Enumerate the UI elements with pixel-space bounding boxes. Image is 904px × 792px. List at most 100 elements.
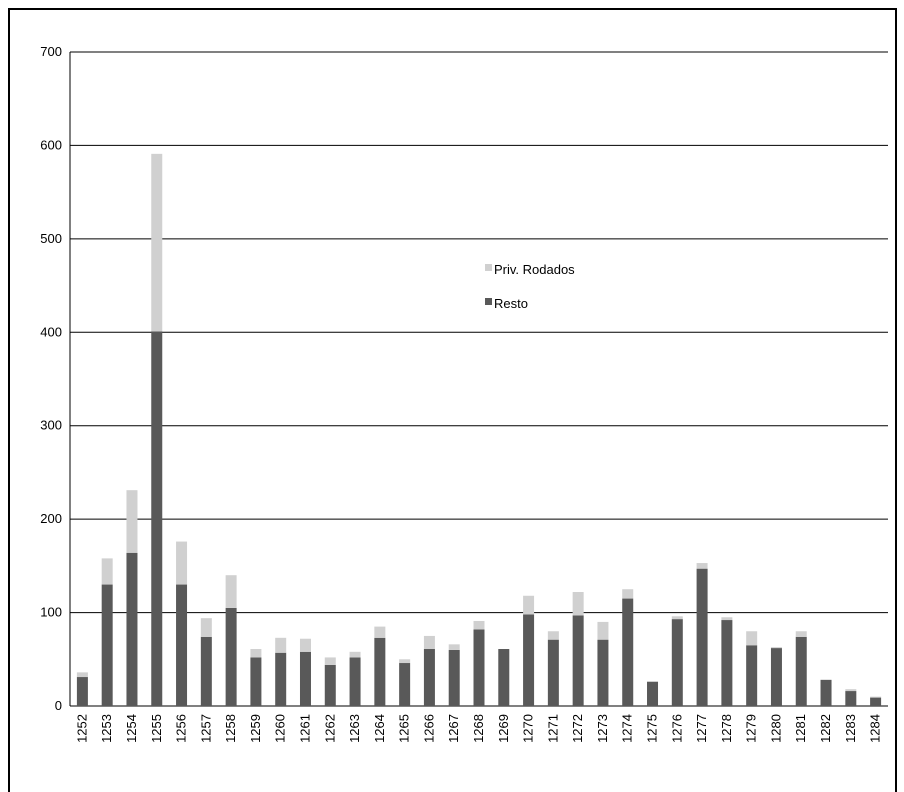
bar-resto-1258 [225,607,237,706]
bar-resto-1283 [845,691,857,706]
bar-resto-1267 [448,649,460,706]
bar-resto-1270 [523,614,535,706]
x-tick-label: 1264 [372,714,387,743]
x-tick-label: 1257 [198,714,213,743]
bar-priv-rodados-1280 [770,647,782,649]
bar-resto-1265 [399,663,411,706]
bar-resto-1256 [176,584,188,706]
bar-resto-1282 [820,679,832,706]
x-tick-label: 1274 [620,714,635,743]
x-tick-label: 1280 [768,714,783,743]
bar-priv-rodados-1274 [622,589,634,599]
bar-priv-rodados-1258 [225,575,237,608]
y-tick-label: 500 [40,231,62,246]
x-tick-label: 1252 [74,714,89,743]
bar-resto-1272 [572,615,584,706]
bar-priv-rodados-1256 [176,541,188,585]
x-tick-label: 1279 [744,714,759,743]
bar-priv-rodados-1267 [448,644,460,650]
bar-resto-1281 [795,636,807,706]
gridlines [70,51,888,707]
bar-priv-rodados-1263 [349,651,361,658]
x-tick-label: 1267 [446,714,461,743]
bar-resto-1279 [746,645,758,706]
bar-priv-rodados-1253 [101,558,113,585]
y-tick-label: 200 [40,511,62,526]
bar-priv-rodados-1284 [870,696,882,698]
bar-priv-rodados-1273 [597,621,609,640]
chart-frame [8,8,897,792]
x-tick-label: 1260 [273,714,288,743]
x-tick-label: 1276 [669,714,684,743]
x-tick-label: 1268 [471,714,486,743]
x-tick-label: 1283 [843,714,858,743]
bar-resto-1273 [597,639,609,706]
y-tick-label: 0 [55,698,62,713]
x-tick-label: 1278 [719,714,734,743]
x-tick-label: 1281 [793,714,808,743]
bar-resto-1275 [647,681,659,706]
y-axis-ticks: 0 100 200 300 400 500 600 700 [40,44,62,713]
y-tick-label: 400 [40,324,62,339]
x-tick-label: 1272 [570,714,585,743]
x-tick-label: 1255 [149,714,164,743]
bar-priv-rodados-1261 [299,638,311,652]
y-tick-label: 100 [40,605,62,620]
x-tick-label: 1271 [545,714,560,743]
bar-resto-1263 [349,657,361,706]
bar-resto-1252 [76,677,88,706]
bar-priv-rodados-1278 [721,617,733,621]
x-axis-ticks: 1252 1253 1254 1255 1256 1257 1258 1259 1260 1261… [74,714,882,743]
bars [76,153,882,706]
bar-resto-1268 [473,629,485,706]
x-tick-label: 1256 [174,714,189,743]
x-tick-label: 1254 [124,714,139,743]
bar-resto-1278 [721,620,733,706]
bar-resto-1259 [250,657,262,706]
y-tick-label: 600 [40,137,62,152]
bar-priv-rodados-1268 [473,620,485,630]
bar-resto-1266 [423,649,435,706]
x-tick-label: 1269 [496,714,511,743]
y-tick-label: 700 [40,44,62,59]
bar-priv-rodados-1254 [126,490,138,553]
bar-priv-rodados-1260 [275,637,287,653]
legend-label-priv-rodados: Priv. Rodados [494,262,575,277]
bar-resto-1255 [151,331,163,706]
x-tick-label: 1265 [397,714,412,743]
bar-priv-rodados-1264 [374,626,386,638]
x-tick-label: 1266 [421,714,436,743]
bar-resto-1264 [374,637,386,706]
bar-resto-1276 [671,619,683,706]
x-tick-label: 1270 [521,714,536,743]
x-tick-label: 1263 [347,714,362,743]
bar-priv-rodados-1281 [795,631,807,637]
x-tick-label: 1259 [248,714,263,743]
bar-priv-rodados-1252 [76,672,88,678]
x-tick-label: 1253 [99,714,114,743]
bar-priv-rodados-1270 [523,595,535,615]
bar-priv-rodados-1271 [547,631,559,640]
x-tick-label: 1258 [223,714,238,743]
bar-resto-1262 [324,664,336,706]
bar-resto-1253 [101,584,113,706]
legend-label-resto: Resto [494,296,528,311]
bar-resto-1254 [126,552,138,706]
x-tick-label: 1273 [595,714,610,743]
y-tick-label: 300 [40,418,62,433]
legend-swatch-resto [485,298,492,305]
x-tick-label: 1275 [645,714,660,743]
bar-resto-1260 [275,652,287,706]
bar-priv-rodados-1272 [572,592,584,616]
bar-priv-rodados-1257 [200,618,212,637]
bar-priv-rodados-1283 [845,689,857,692]
bar-resto-1274 [622,598,634,706]
bar-resto-1284 [870,697,882,706]
bar-priv-rodados-1276 [671,616,683,620]
bar-priv-rodados-1259 [250,649,262,658]
bar-resto-1277 [696,568,708,706]
bar-resto-1257 [200,636,212,706]
legend-swatch-priv-rodados [485,264,492,271]
legend: Priv. Rodados Resto [485,262,575,311]
